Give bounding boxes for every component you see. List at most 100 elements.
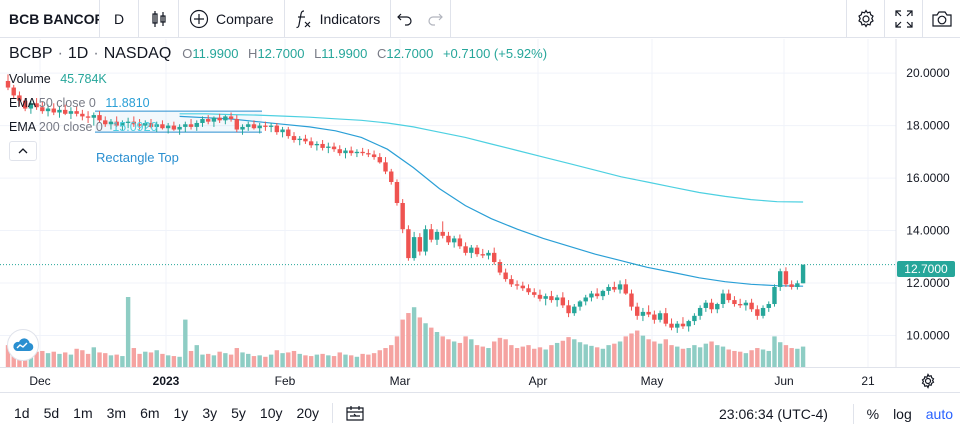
volume-bar [154, 350, 159, 367]
candle-body [800, 264, 806, 284]
ema50-line [179, 115, 804, 287]
candle-body [177, 126, 182, 130]
range-3y[interactable]: 3y [202, 405, 218, 421]
ema50-legend[interactable]: EMA 50 close 0 11.8810 [9, 96, 150, 110]
time-label-mar: Mar [390, 374, 411, 388]
symbol-search-button[interactable]: BCB BANCORP [0, 0, 100, 38]
range-10y[interactable]: 10y [259, 405, 283, 421]
candle-body [160, 124, 165, 129]
candle-body [371, 154, 377, 158]
log-scale-toggle[interactable]: log [893, 405, 912, 422]
percent-scale-toggle[interactable]: % [866, 405, 880, 422]
range-3m[interactable]: 3m [106, 405, 127, 421]
volume-bar [600, 348, 606, 367]
collapse-legend-button[interactable] [9, 141, 37, 161]
tradingview-logo-button[interactable] [7, 329, 39, 361]
ema-lines [179, 113, 804, 287]
fullscreen-button[interactable] [884, 0, 922, 38]
volume-bar [371, 353, 377, 367]
candle-body [737, 304, 743, 306]
candle-body [526, 288, 531, 293]
range-5d[interactable]: 5d [43, 405, 60, 421]
range-1y[interactable]: 1y [173, 405, 189, 421]
time-label-apr: Apr [529, 374, 548, 388]
rectangle-drawing [95, 110, 262, 133]
range-1d[interactable]: 1d [14, 405, 30, 421]
volume-bar [114, 354, 119, 367]
volume-bar [572, 339, 577, 367]
ema200-legend[interactable]: EMA 200 close 0 15.0920 [9, 120, 158, 134]
cloud-logo-icon [13, 338, 34, 352]
candle-body [337, 149, 342, 154]
volume-bar [692, 345, 697, 367]
snapshot-button[interactable] [922, 0, 960, 38]
price-tick-label: 20.0000 [906, 66, 950, 80]
volume-bar [406, 313, 411, 367]
volume-bar [137, 353, 142, 367]
candle-body [474, 247, 480, 255]
chart-style-button[interactable] [139, 0, 179, 38]
goto-date-button[interactable] [339, 393, 371, 433]
volume-bar [560, 340, 566, 367]
candle-body [383, 162, 388, 172]
candle-body [40, 107, 45, 112]
volume-legend[interactable]: Volume 45.784K [9, 72, 107, 86]
candle-body [22, 100, 28, 109]
range-1m[interactable]: 1m [73, 405, 93, 421]
volume-bar [675, 346, 680, 367]
volume-bar [612, 343, 617, 367]
candle-body [612, 286, 617, 290]
volume-bar [509, 345, 514, 367]
volume-label: Volume [9, 72, 51, 86]
candle-body [543, 296, 548, 299]
price-axis: 20.0000 18.0000 16.0000 14.0000 12.0000 10.00… [0, 66, 950, 343]
range-20y[interactable]: 20y [296, 405, 320, 421]
candle-body [434, 231, 440, 240]
candle-body [297, 138, 302, 141]
clock-timezone[interactable]: 23:06:34 (UTC-4) [719, 405, 828, 422]
chart-pane[interactable]: 20.0000 18.0000 16.0000 14.0000 12.0000 10.00… [0, 39, 960, 367]
volume-bar [246, 353, 251, 367]
candle-body [28, 103, 34, 109]
volume-bar [143, 351, 148, 367]
candle-body [120, 122, 125, 126]
candle-body [154, 124, 159, 127]
candle-body [131, 121, 137, 125]
compare-button[interactable]: Compare [179, 0, 285, 38]
volume-bar [566, 337, 571, 367]
volume-bar [280, 353, 285, 367]
time-axis[interactable]: Dec 2023 Feb Mar Apr May Jun 21 [0, 367, 960, 392]
volume-bar [57, 353, 62, 367]
undo-button[interactable] [391, 0, 419, 38]
volume-bar [263, 356, 268, 367]
series-legend: BCBP · 1D · NASDAQ O11.9900 H12.7000 L11… [9, 45, 553, 63]
candle-body [783, 271, 789, 285]
volume-bar [623, 336, 628, 367]
candle-body [594, 293, 600, 297]
axis-settings-gear-icon[interactable] [921, 373, 935, 389]
volume-bar [320, 353, 325, 367]
auto-scale-toggle[interactable]: auto [925, 405, 953, 422]
rectangle-top-label[interactable]: Rectangle Top [96, 150, 179, 165]
volume-bar [108, 355, 114, 367]
volume-bar [703, 343, 709, 367]
redo-button[interactable] [419, 0, 452, 38]
toolbar-right-group [846, 0, 960, 38]
price-tick-label: 18.0000 [906, 119, 950, 133]
price-chart[interactable]: 20.0000 18.0000 16.0000 14.0000 12.0000 10.00… [0, 39, 960, 367]
candle-body [486, 252, 491, 256]
candle-body [715, 304, 720, 310]
range-5y[interactable]: 5y [231, 405, 246, 421]
volume-bar [800, 346, 806, 367]
candle-body [617, 284, 623, 290]
indicators-button[interactable]: Indicators [285, 0, 392, 38]
volume-bar [589, 345, 594, 367]
candle-body [103, 120, 108, 125]
volume-bar [206, 353, 211, 367]
ema200-value: 15.0920 [112, 120, 158, 134]
settings-button[interactable] [846, 0, 884, 38]
range-6m[interactable]: 6m [140, 405, 160, 421]
volume-bar [240, 352, 245, 367]
interval-button[interactable]: D [100, 0, 139, 38]
candle-body [492, 252, 497, 263]
